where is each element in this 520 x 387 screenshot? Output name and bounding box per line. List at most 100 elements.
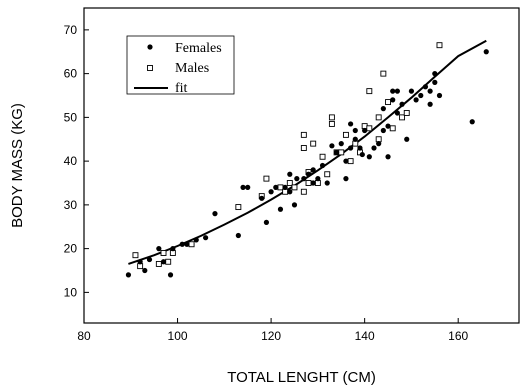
female-point: [291, 202, 298, 208]
male-point: [305, 180, 312, 186]
male-point: [286, 180, 293, 186]
y-tick-label: 10: [64, 285, 78, 299]
female-point: [390, 97, 396, 103]
male-point: [314, 180, 321, 186]
female-point: [343, 158, 349, 164]
female-point: [352, 127, 358, 134]
male-point: [235, 204, 242, 211]
female-point: [394, 88, 400, 94]
x-tick-label: 120: [261, 329, 281, 343]
male-point: [300, 188, 307, 195]
male-point: [375, 114, 382, 121]
female-point: [408, 88, 415, 94]
y-tick-label: 70: [64, 23, 78, 37]
female-point: [348, 121, 354, 127]
female-point: [418, 92, 424, 99]
male-point: [291, 184, 298, 191]
male-point: [352, 140, 359, 147]
legend: Females Males fit: [126, 35, 235, 96]
female-point: [380, 106, 386, 112]
male-point: [263, 175, 270, 182]
female-point: [142, 267, 148, 274]
female-point: [240, 184, 246, 190]
y-tick-label: 30: [64, 198, 78, 212]
male-point: [328, 120, 335, 127]
female-point: [294, 176, 300, 182]
female-point: [179, 241, 185, 247]
female-point: [160, 259, 167, 265]
female-point: [315, 176, 321, 182]
male-point: [347, 158, 354, 165]
female-point: [329, 143, 335, 149]
female-point: [203, 235, 209, 241]
female-point: [399, 101, 405, 107]
female-point: [385, 123, 391, 129]
female-point: [343, 176, 349, 182]
female-point: [376, 141, 382, 147]
female-point: [212, 211, 218, 217]
y-tick-label: 50: [64, 110, 78, 124]
female-point: [348, 145, 354, 151]
male-point: [188, 241, 195, 248]
female-point: [259, 195, 265, 201]
legend-fit-label: fit: [175, 81, 188, 96]
male-point: [165, 258, 172, 265]
female-point: [432, 71, 438, 77]
legend-females-marker: [147, 44, 153, 50]
legend-males-marker: [147, 65, 153, 71]
female-point: [235, 232, 241, 239]
male-point: [338, 149, 345, 156]
female-point: [333, 149, 340, 155]
legend-box: [126, 35, 235, 95]
plot-frame: [83, 7, 520, 324]
male-point: [436, 42, 443, 49]
male-point: [282, 188, 289, 195]
female-point: [319, 162, 326, 169]
female-point: [427, 88, 433, 94]
y-tick-label: 20: [64, 242, 78, 256]
data-marks: [125, 39, 489, 278]
male-point: [328, 114, 335, 121]
female-point: [436, 92, 443, 99]
male-point: [310, 140, 317, 147]
male-point: [380, 70, 387, 77]
male-point: [155, 260, 162, 267]
female-point: [380, 127, 386, 134]
axis-ticks: 80 100 120 140 160 10 20 30 40 50 60 70: [64, 23, 469, 343]
female-point: [137, 259, 143, 265]
female-point: [263, 219, 270, 225]
y-tick-label: 60: [64, 67, 78, 81]
female-point: [146, 256, 153, 263]
female-point: [268, 189, 274, 195]
female-point: [277, 206, 284, 212]
female-point: [287, 189, 293, 195]
female-point: [352, 136, 358, 142]
legend-males-label: Males: [175, 61, 209, 76]
male-point: [342, 131, 349, 138]
female-point: [287, 171, 293, 177]
x-tick-label: 100: [168, 329, 188, 343]
female-point: [324, 180, 330, 186]
male-point: [300, 131, 307, 138]
female-point: [282, 184, 288, 190]
plot-area: [83, 7, 520, 324]
female-point: [422, 84, 429, 90]
female-point: [301, 176, 307, 182]
male-point: [399, 114, 406, 121]
male-point: [137, 263, 144, 270]
female-point: [371, 145, 377, 151]
male-point: [324, 171, 331, 178]
female-point: [432, 79, 438, 85]
male-point: [375, 136, 382, 143]
female-point: [245, 184, 251, 190]
x-tick-label: 80: [77, 329, 91, 343]
legend-females-label: Females: [175, 41, 222, 56]
female-point: [170, 246, 176, 252]
female-point: [483, 49, 489, 55]
y-tick-label: 40: [64, 154, 78, 168]
female-point: [359, 151, 365, 158]
female-point: [125, 272, 132, 278]
male-point: [366, 88, 373, 95]
female-point: [193, 237, 199, 243]
female-point: [305, 171, 312, 177]
